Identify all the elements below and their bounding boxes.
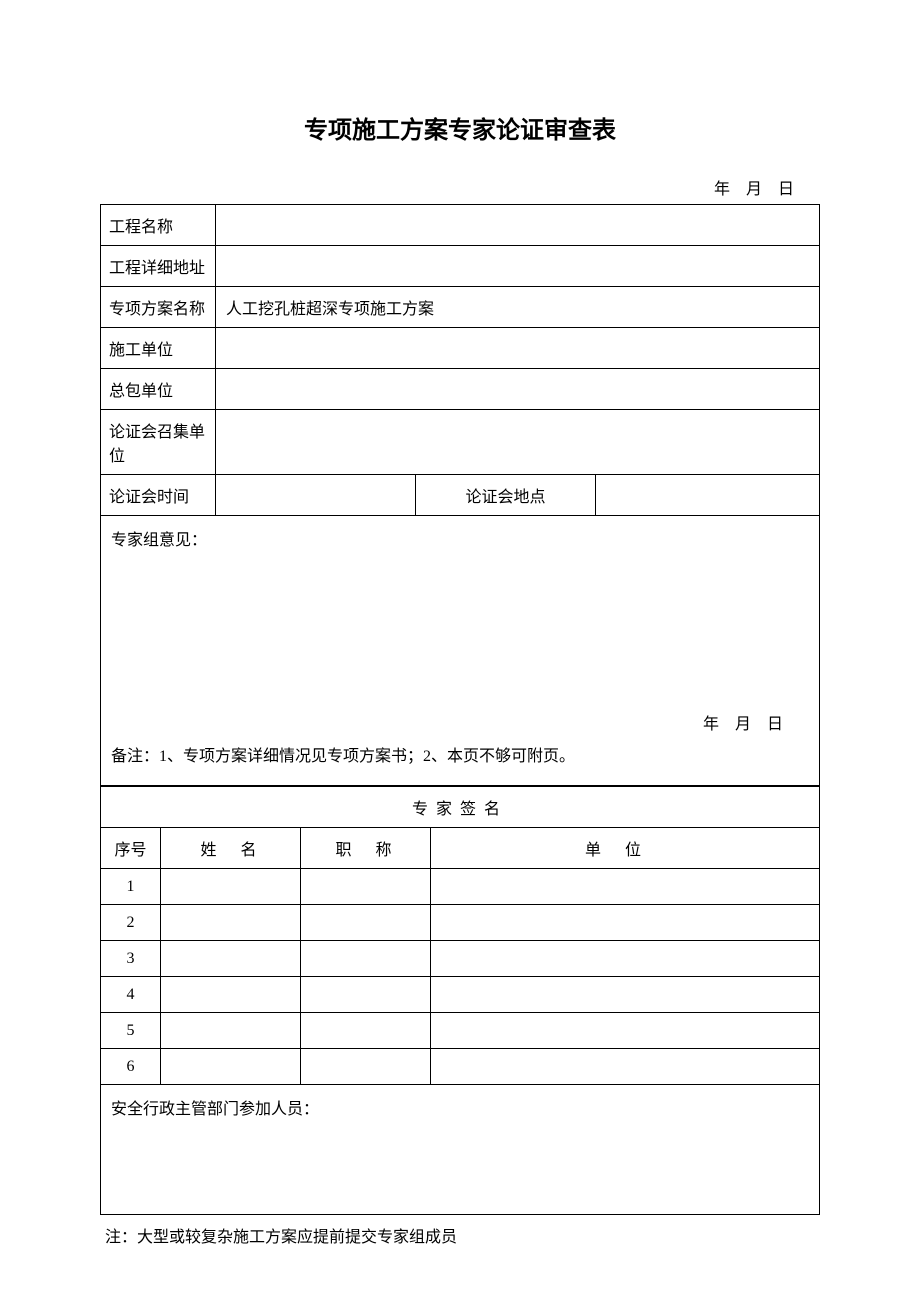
safety-personnel-cell[interactable]: 安全行政主管部门参加人员： — [101, 1085, 820, 1215]
label-scheme-name: 专项方案名称 — [101, 287, 216, 328]
value-construction-unit[interactable] — [216, 328, 820, 369]
table-row: 4 — [101, 977, 820, 1013]
row-convener: 论证会召集单位 — [101, 410, 820, 475]
document-title: 专项施工方案专家论证审查表 — [100, 110, 820, 145]
cell-seq: 3 — [101, 941, 161, 977]
value-meeting-place[interactable] — [596, 475, 820, 516]
cell-unit[interactable] — [431, 941, 820, 977]
label-project-address: 工程详细地址 — [101, 246, 216, 287]
cell-name[interactable] — [161, 905, 301, 941]
label-construction-unit: 施工单位 — [101, 328, 216, 369]
cell-title[interactable] — [301, 1013, 431, 1049]
table-row: 5 — [101, 1013, 820, 1049]
table-row: 6 — [101, 1049, 820, 1085]
col-unit: 单位 — [431, 828, 820, 869]
cell-title[interactable] — [301, 941, 431, 977]
row-scheme-name: 专项方案名称 人工挖孔桩超深专项施工方案 — [101, 287, 820, 328]
col-title: 职称 — [301, 828, 431, 869]
label-general-contractor: 总包单位 — [101, 369, 216, 410]
cell-name[interactable] — [161, 869, 301, 905]
row-expert-opinion: 专家组意见： 年 月 日 备注：1、专项方案详细情况见专项方案书；2、本页不够可… — [101, 516, 820, 786]
signature-table: 专家签名 序号 姓名 职称 单位 1 2 3 4 5 6 — [100, 786, 820, 1215]
label-project-name: 工程名称 — [101, 205, 216, 246]
safety-personnel-label: 安全行政主管部门参加人员： — [111, 1101, 319, 1118]
cell-seq: 4 — [101, 977, 161, 1013]
cell-unit[interactable] — [431, 905, 820, 941]
cell-unit[interactable] — [431, 1013, 820, 1049]
expert-opinion-cell[interactable]: 专家组意见： 年 月 日 备注：1、专项方案详细情况见专项方案书；2、本页不够可… — [101, 516, 820, 786]
top-date: 年 月 日 — [100, 175, 820, 199]
col-seq: 序号 — [101, 828, 161, 869]
signature-columns-row: 序号 姓名 职称 单位 — [101, 828, 820, 869]
cell-unit[interactable] — [431, 977, 820, 1013]
row-project-address: 工程详细地址 — [101, 246, 820, 287]
row-project-name: 工程名称 — [101, 205, 820, 246]
cell-unit[interactable] — [431, 869, 820, 905]
value-project-address[interactable] — [216, 246, 820, 287]
cell-unit[interactable] — [431, 1049, 820, 1085]
cell-title[interactable] — [301, 905, 431, 941]
cell-name[interactable] — [161, 1013, 301, 1049]
signature-header: 专家签名 — [101, 787, 820, 828]
label-meeting-time: 论证会时间 — [101, 475, 216, 516]
cell-title[interactable] — [301, 1049, 431, 1085]
value-general-contractor[interactable] — [216, 369, 820, 410]
cell-name[interactable] — [161, 977, 301, 1013]
cell-name[interactable] — [161, 1049, 301, 1085]
label-meeting-place: 论证会地点 — [416, 475, 596, 516]
main-form-table: 工程名称 工程详细地址 专项方案名称 人工挖孔桩超深专项施工方案 施工单位 总包… — [100, 204, 820, 786]
cell-seq: 6 — [101, 1049, 161, 1085]
cell-name[interactable] — [161, 941, 301, 977]
value-scheme-name[interactable]: 人工挖孔桩超深专项施工方案 — [216, 287, 820, 328]
value-meeting-time[interactable] — [216, 475, 416, 516]
table-row: 2 — [101, 905, 820, 941]
label-convener: 论证会召集单位 — [101, 410, 216, 475]
cell-seq: 1 — [101, 869, 161, 905]
value-project-name[interactable] — [216, 205, 820, 246]
row-general-contractor: 总包单位 — [101, 369, 820, 410]
opinion-date: 年 月 日 — [111, 710, 809, 734]
opinion-note: 备注：1、专项方案详细情况见专项方案书；2、本页不够可附页。 — [111, 742, 809, 766]
cell-title[interactable] — [301, 869, 431, 905]
value-convener[interactable] — [216, 410, 820, 475]
cell-seq: 5 — [101, 1013, 161, 1049]
col-name: 姓名 — [161, 828, 301, 869]
table-row: 3 — [101, 941, 820, 977]
footer-note: 注：大型或较复杂施工方案应提前提交专家组成员 — [100, 1223, 820, 1247]
cell-title[interactable] — [301, 977, 431, 1013]
cell-seq: 2 — [101, 905, 161, 941]
row-safety-personnel: 安全行政主管部门参加人员： — [101, 1085, 820, 1215]
table-row: 1 — [101, 869, 820, 905]
row-meeting-time-place: 论证会时间 论证会地点 — [101, 475, 820, 516]
expert-opinion-label: 专家组意见： — [111, 526, 809, 550]
row-construction-unit: 施工单位 — [101, 328, 820, 369]
